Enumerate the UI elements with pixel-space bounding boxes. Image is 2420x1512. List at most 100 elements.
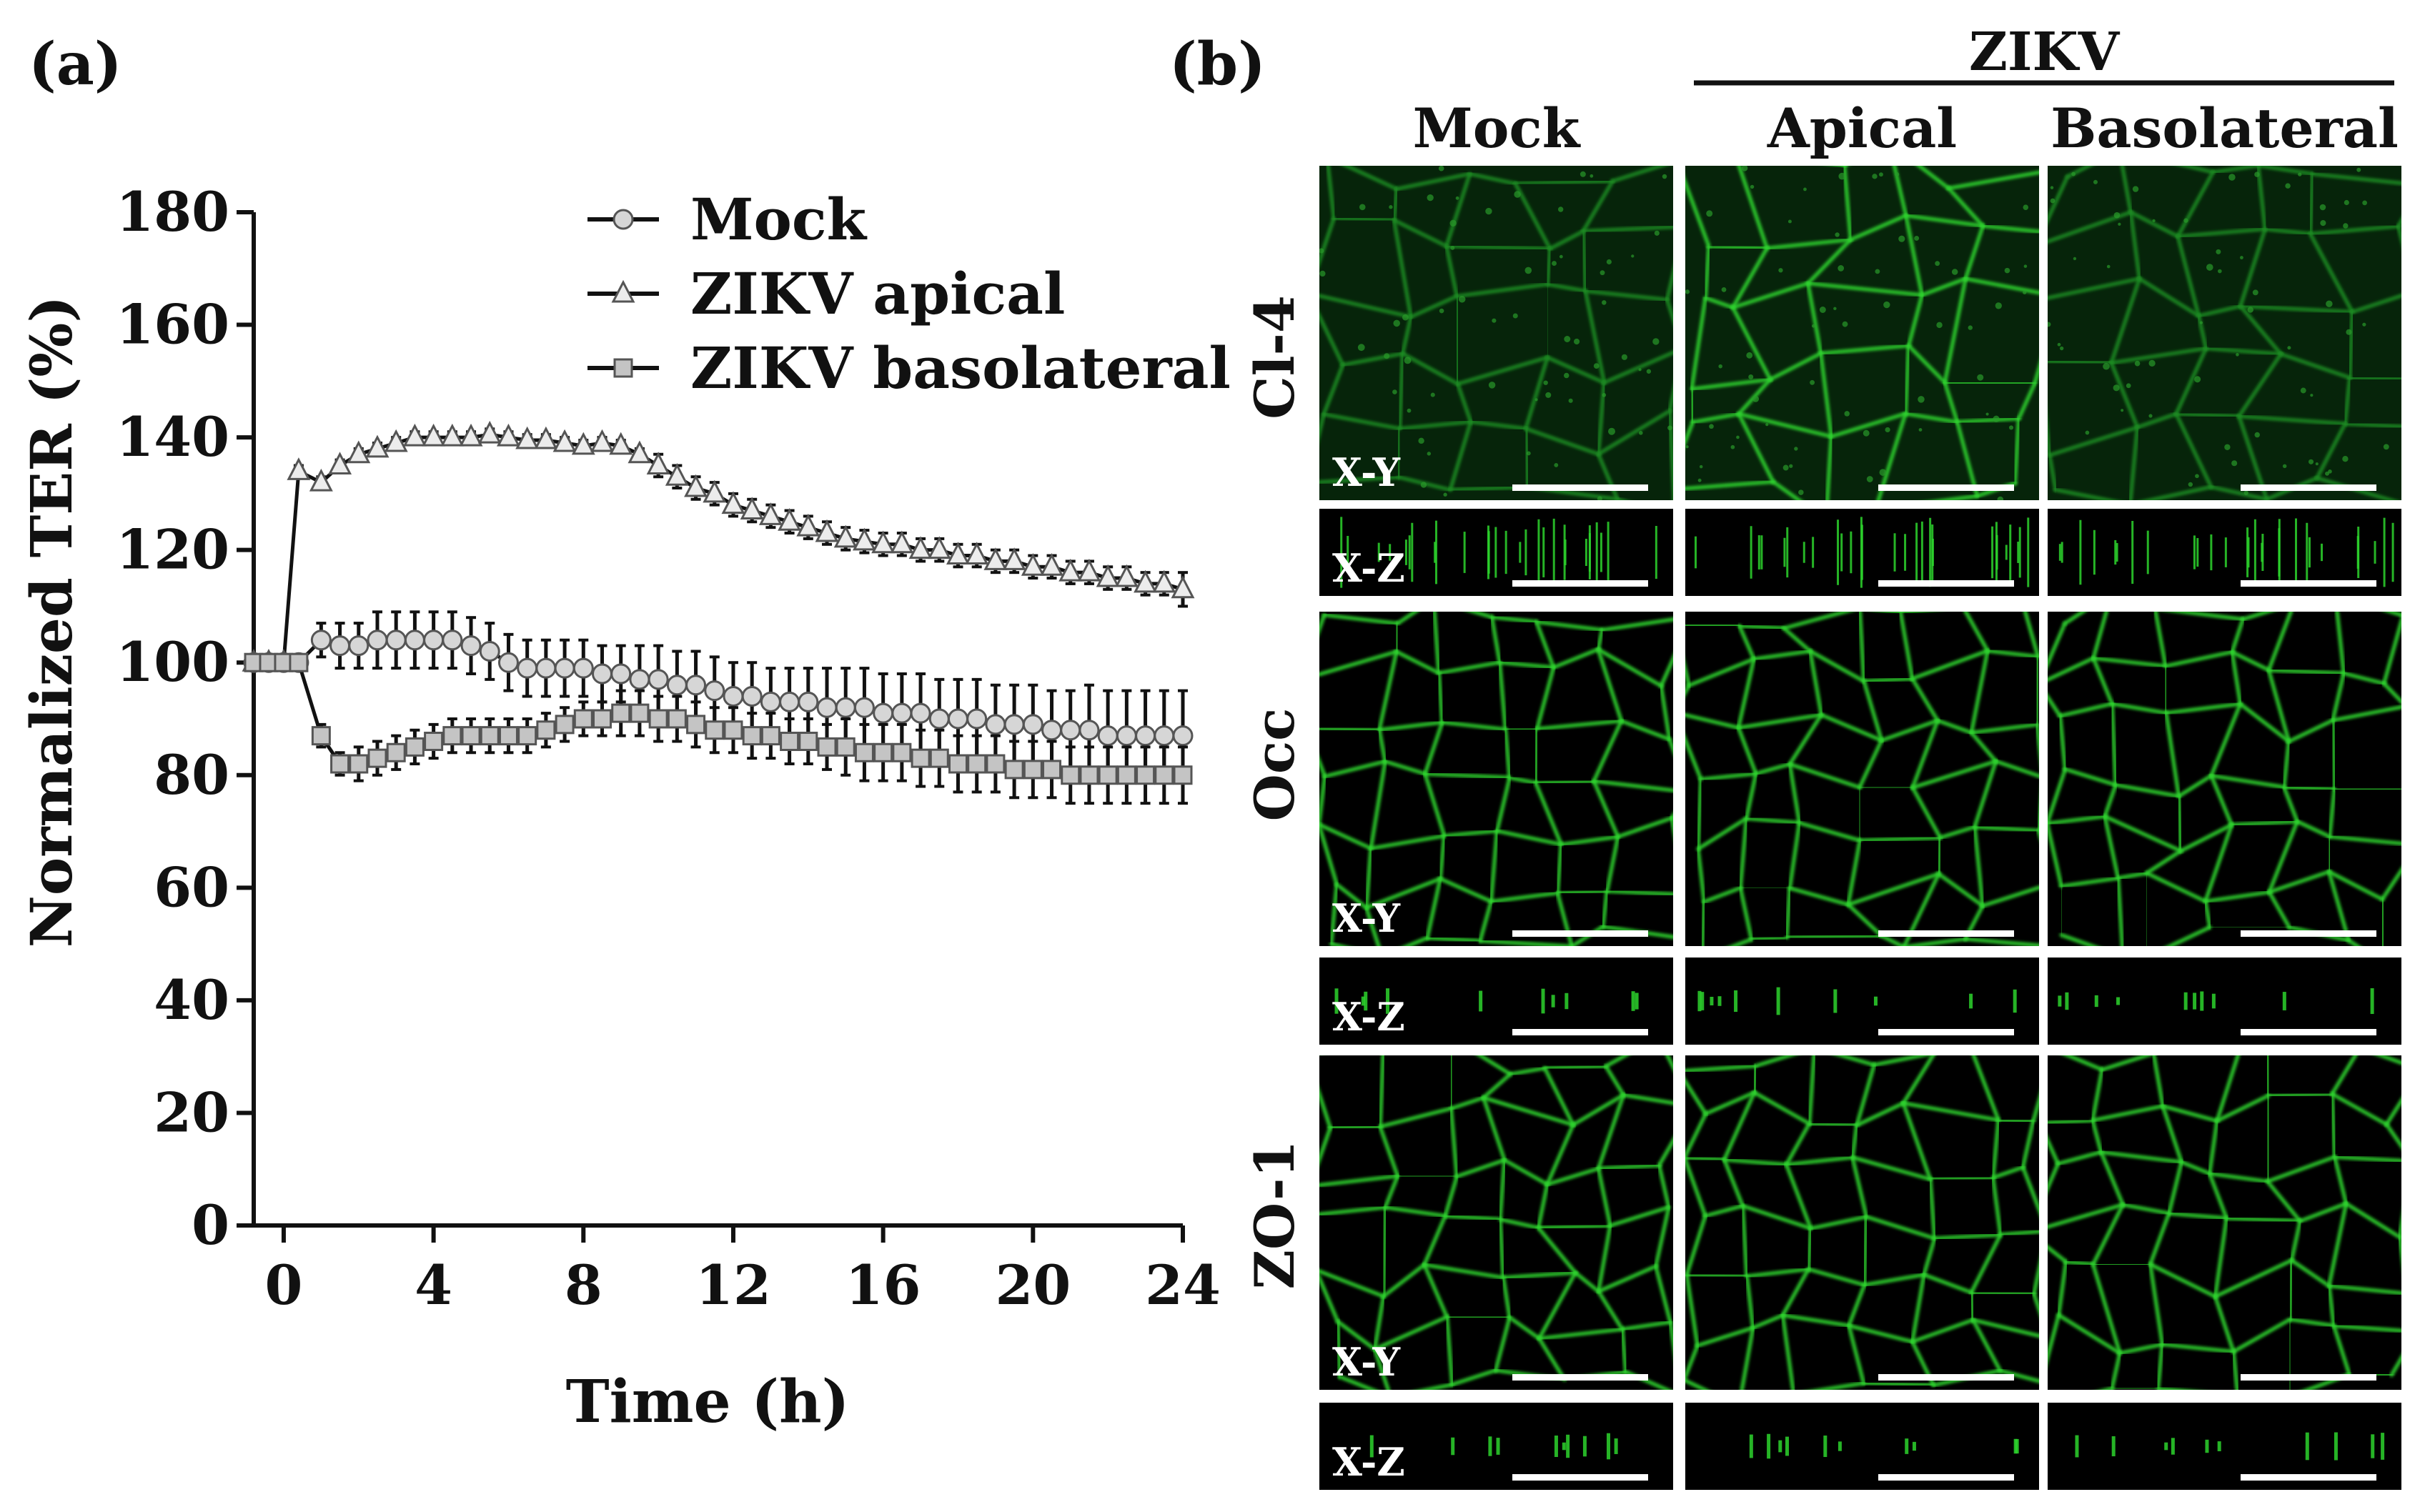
cell-junction <box>1596 647 1663 688</box>
data-point-mock <box>835 697 856 718</box>
cell-junction <box>2048 815 2107 825</box>
cell-junction <box>1482 1095 1507 1162</box>
cell-junction <box>2048 359 2113 365</box>
cell-junction <box>1810 1381 1866 1390</box>
cell-junction <box>1731 246 1769 309</box>
microscopy-column-headers: Mock Apical Basolateral <box>1413 96 2399 160</box>
cell-junction <box>2380 897 2385 946</box>
panel-zo-1-mock-xy: X-Y <box>1319 1055 1673 1390</box>
cell-junction <box>1507 1315 1542 1341</box>
cell-junction <box>1397 419 1473 431</box>
cell-junction <box>2176 774 2213 798</box>
cell-junction-network <box>1319 612 1673 946</box>
punctate-signal <box>1597 496 1602 500</box>
cell-junction <box>1910 1318 1975 1344</box>
cell-junction <box>1872 1055 1931 1067</box>
cell-junction <box>1450 1368 1498 1387</box>
cell-junction <box>1369 834 1447 850</box>
cell-junction <box>2063 1055 2104 1072</box>
cell-junction <box>1784 1155 1855 1167</box>
data-point-zikv-basolateral <box>667 709 687 729</box>
cell-junction <box>2145 849 2183 875</box>
cell-junction <box>1401 352 1460 386</box>
cell-junction <box>2166 925 2212 946</box>
punctate-signal <box>1885 427 1890 433</box>
legend-item-zikv-basolateral: ZIKV basolateral <box>587 334 1231 402</box>
cell-junction <box>1498 1217 1540 1230</box>
cell-junction <box>1456 382 1473 424</box>
cell-junction <box>2048 1135 2060 1166</box>
cell-junction <box>1336 1319 1377 1351</box>
punctate-signal <box>1580 171 1586 177</box>
cell-junction <box>1737 624 1756 661</box>
cell-junction-network <box>1685 612 2039 946</box>
cell-junction <box>1736 725 1758 776</box>
punctate-signal <box>1997 496 2004 500</box>
cell-junction <box>1829 412 1908 439</box>
cell-junction <box>1571 1093 1625 1127</box>
cell-junction <box>1751 1313 1785 1330</box>
cell-junction <box>2048 1245 2068 1264</box>
cell-junction <box>1438 834 1447 881</box>
cell-junction <box>1383 1205 1447 1218</box>
row-label-zo-1: ZO-1 <box>1243 1140 1306 1290</box>
punctate-signal <box>1646 369 1652 374</box>
data-point-mock <box>947 708 968 730</box>
punctate-signal <box>2287 346 2291 350</box>
cell-junction <box>1969 730 1998 763</box>
cell-junction <box>2048 1203 2125 1229</box>
cell-junction <box>2091 1203 2125 1267</box>
cell-junction <box>1910 785 1943 840</box>
cell-junction <box>2174 412 2213 489</box>
cell-junction <box>2256 166 2267 231</box>
punctate-signal <box>1631 254 1635 258</box>
data-point-zikv-basolateral <box>929 748 949 768</box>
cell-junction <box>1319 775 1327 827</box>
cell-junction <box>2048 1118 2095 1125</box>
cell-junction <box>2384 1123 2401 1149</box>
cell-junction <box>1780 1313 1795 1390</box>
cell-junction <box>2161 1104 2183 1164</box>
cell-junction <box>2156 1342 2164 1390</box>
cell-junction <box>1604 1064 1625 1097</box>
cell-junction <box>1555 891 1574 946</box>
data-point-zikv-basolateral <box>349 754 369 774</box>
cell-junction <box>1963 937 2039 946</box>
cell-junction <box>2384 1098 2401 1127</box>
cell-junction <box>1495 775 1512 833</box>
punctate-signal <box>2113 212 2121 219</box>
cell-junction <box>1855 1101 1905 1128</box>
cell-junction <box>2179 1160 2212 1175</box>
cell-junction <box>2048 174 2070 224</box>
cell-junction <box>2103 815 2183 853</box>
cell-junction <box>1737 624 1786 630</box>
cell-junction <box>1597 1289 1625 1331</box>
cell-junction <box>1489 615 1502 665</box>
cell-junction <box>2091 656 2168 668</box>
data-point-zikv-basolateral <box>648 709 668 729</box>
punctate-signal <box>2247 307 2253 313</box>
cell-junction <box>1880 718 1940 742</box>
cell-junction <box>2327 835 2331 874</box>
data-point-mock <box>741 685 763 707</box>
cell-junction <box>1329 942 1348 946</box>
cell-junction <box>2238 702 2291 744</box>
cell-junction <box>1489 829 1499 904</box>
scale-bar <box>1512 1474 1648 1481</box>
cell-junction <box>2287 718 2335 744</box>
cell-junction <box>1910 677 1940 722</box>
cell-junction <box>1449 1106 1459 1178</box>
cell-junction <box>1555 889 1610 895</box>
cell-junction <box>2406 789 2418 845</box>
cell-junction <box>2266 668 2346 675</box>
data-point-zikv-apical <box>534 426 558 449</box>
cell-junction <box>2164 702 2243 715</box>
cell-junction <box>2109 347 2208 365</box>
data-point-zikv-basolateral <box>705 720 725 740</box>
cell-junction <box>1699 772 1758 782</box>
panel-occ-mock-xz: X-Z <box>1319 958 1673 1045</box>
data-point-zikv-apical <box>833 524 858 548</box>
cell-junction <box>1454 282 1549 299</box>
cell-junction <box>1943 380 2037 385</box>
x-tick-label: 4 <box>415 1253 452 1317</box>
